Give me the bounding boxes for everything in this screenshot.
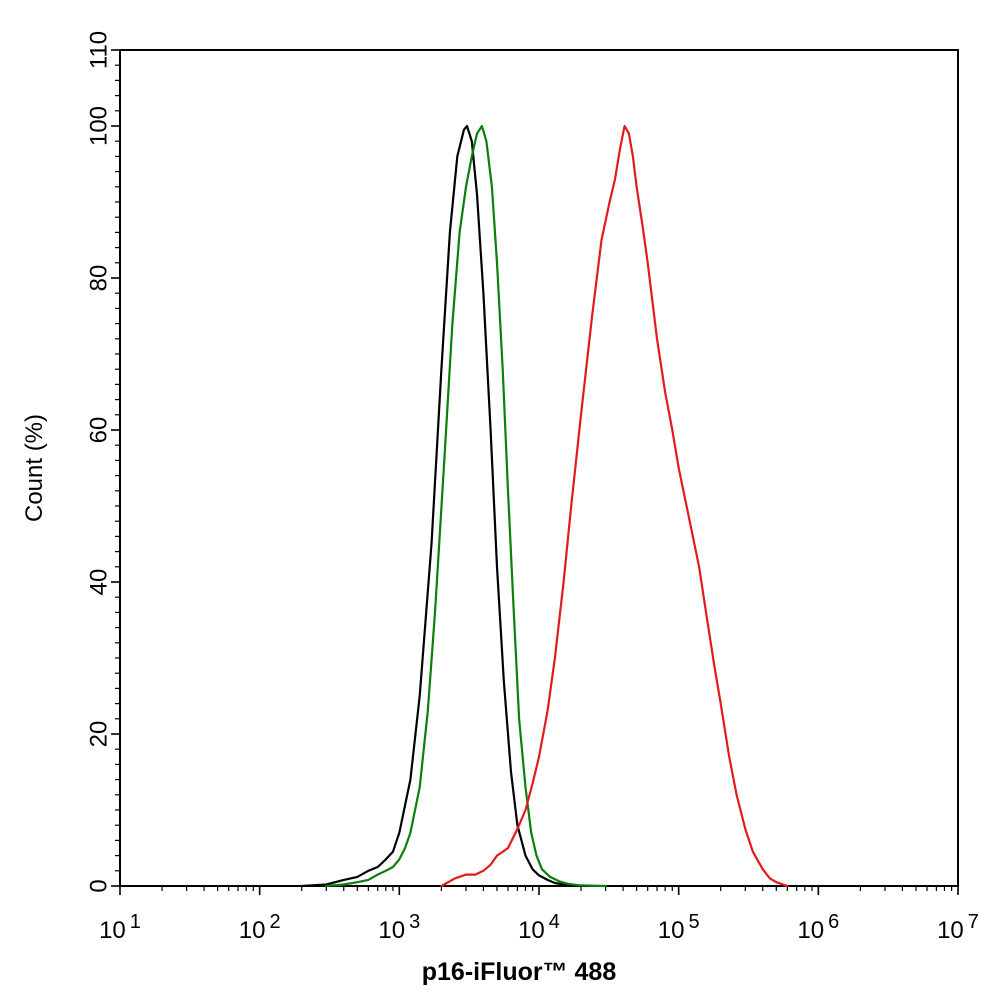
series-line-3 (440, 124, 789, 888)
series-line-1 (300, 124, 588, 888)
y-tick-label: 40 (85, 569, 112, 596)
y-tick-label: 0 (85, 879, 112, 892)
x-axis-ticks: 10 1 10 2 10 3 10 4 10 5 10 6 10 7 (99, 886, 979, 944)
x-tick-label: 10 5 (658, 911, 700, 944)
x-tick-label: 10 1 (99, 911, 141, 944)
x-tick-label: 10 7 (937, 911, 979, 944)
series-line-2 (325, 124, 607, 888)
x-tick-label: 10 4 (518, 911, 560, 944)
y-axis-ticks: 0 20 40 60 80 100 110 (85, 31, 120, 893)
x-tick-label: 10 2 (239, 911, 281, 944)
x-tick-label: 10 6 (797, 911, 839, 944)
series-curves (300, 124, 789, 888)
x-tick-label: 10 3 (378, 911, 420, 944)
y-tick-label: 80 (85, 265, 112, 292)
y-tick-label: 100 (85, 106, 112, 146)
y-tick-label: 60 (85, 417, 112, 444)
y-tick-label: 20 (85, 721, 112, 748)
x-axis-title: p16-iFluor™ 488 (422, 958, 617, 986)
y-axis-title: Count (%) (21, 414, 48, 522)
y-tick-label: 110 (85, 31, 112, 69)
